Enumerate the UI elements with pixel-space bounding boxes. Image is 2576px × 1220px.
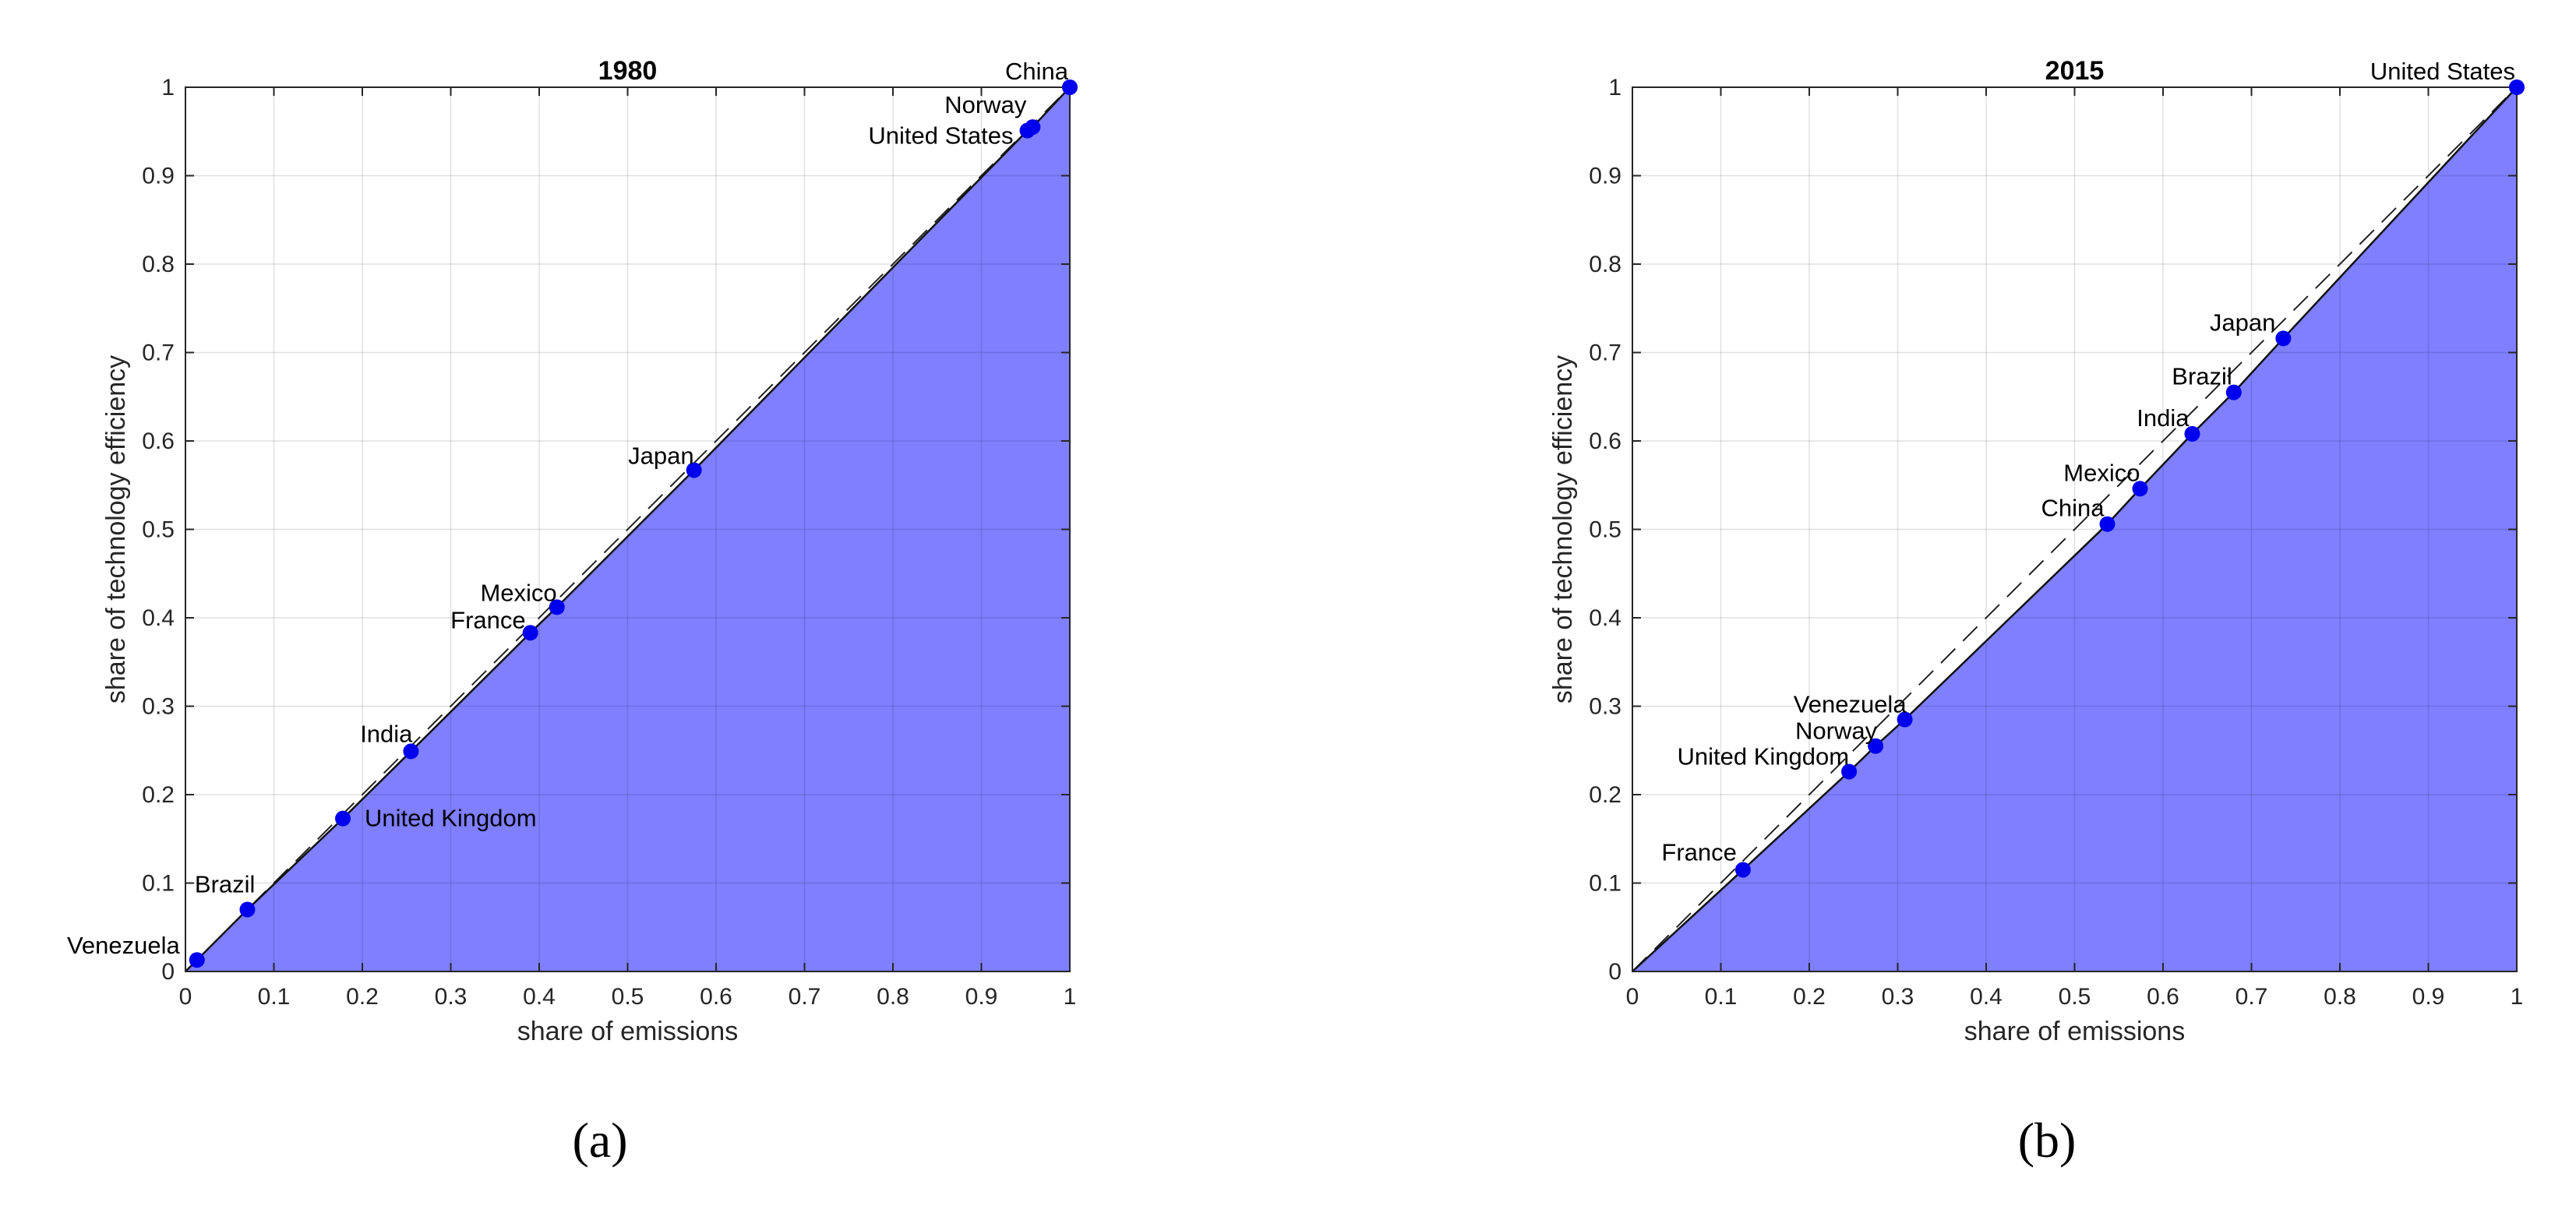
x-tick-label: 0.4 — [523, 984, 556, 1010]
data-point-label: Mexico — [480, 579, 556, 606]
y-tick-label: 0.2 — [142, 782, 175, 808]
data-point-label: Japan — [2210, 309, 2275, 336]
chart-panel-2015: 0 0.1 0.2 0.3 0.4 0.5 0.6 0.7 0.8 0.9 1 0 0.1 0.2 0.3 0… — [1548, 56, 2525, 1168]
y-tick-label: 0.8 — [1589, 252, 1621, 277]
data-point-label: United States — [868, 122, 1013, 150]
data-point-label: Norway — [944, 91, 1027, 118]
x-tick-label: 1 — [2511, 984, 2524, 1010]
y-axis-label: share of technology efficiency — [1548, 355, 1578, 703]
chart-panel-1980: 0 0.1 0.2 0.3 0.4 0.5 0.6 0.7 0.8 0.9 1 0 0.1 0.2 0.3 0… — [67, 56, 1078, 1168]
y-axis-label: share of technology efficiency — [101, 355, 131, 703]
chart-title: 1980 — [598, 56, 658, 86]
x-tick-label: 0.3 — [435, 984, 468, 1010]
x-tick-label: 0.6 — [2147, 984, 2179, 1010]
data-point — [1841, 763, 1858, 780]
area-fill — [185, 87, 1070, 971]
x-tick-label: 0.1 — [1705, 984, 1738, 1010]
x-tick-label: 0.5 — [612, 984, 644, 1010]
data-point — [1868, 738, 1884, 754]
y-tick-label: 0.3 — [142, 694, 175, 720]
data-point — [2184, 425, 2200, 442]
x-tick-label: 0.8 — [877, 984, 909, 1010]
x-tick-label: 0.7 — [2235, 984, 2268, 1010]
x-tick-label: 0.9 — [2412, 984, 2445, 1010]
x-tick-label: 0 — [1626, 984, 1639, 1010]
y-tick-label: 0.2 — [1589, 782, 1621, 808]
y-tick-label: 0.9 — [142, 164, 175, 189]
y-tick-label: 0.1 — [142, 871, 175, 897]
y-tick-label: 0.6 — [1589, 428, 1621, 454]
x-tick-label: 1 — [1064, 984, 1077, 1010]
x-tick-label: 0.1 — [258, 984, 291, 1010]
data-point — [403, 743, 419, 760]
data-point-label: Japan — [628, 442, 693, 469]
data-point-label: France — [1661, 838, 1736, 866]
panel-label: (b) — [2018, 1112, 2077, 1168]
data-point — [239, 901, 256, 918]
data-point — [549, 599, 565, 615]
data-point — [2509, 79, 2525, 95]
data-point — [1897, 711, 1913, 728]
data-point — [1734, 862, 1751, 878]
data-point — [686, 462, 702, 478]
y-tick-label: 0.7 — [142, 340, 175, 366]
data-point — [189, 952, 205, 968]
y-tick-label: 0.8 — [142, 252, 175, 277]
y-tick-label: 0 — [161, 959, 175, 985]
x-tick-label: 0.5 — [2059, 984, 2091, 1010]
x-tick-label: 0.8 — [2324, 984, 2356, 1010]
data-point-label: Mexico — [2063, 459, 2140, 486]
data-point-label: China — [1005, 58, 1069, 85]
y-tick-label: 0 — [1608, 959, 1621, 985]
chart-title: 2015 — [2045, 56, 2105, 86]
data-point — [1025, 119, 1041, 136]
data-point-label: China — [2041, 495, 2105, 522]
data-point — [2225, 384, 2242, 400]
y-tick-label: 0.5 — [1589, 517, 1621, 543]
reference-line — [185, 86, 1071, 972]
data-point-label: United States — [2370, 58, 2515, 85]
y-tick-label: 0.7 — [1589, 340, 1621, 366]
data-point-label: Brazil — [2172, 363, 2232, 390]
y-tick-label: 0.1 — [1589, 871, 1621, 897]
x-axis-label: share of emissions — [517, 1017, 738, 1046]
area-fill — [1632, 87, 2517, 971]
x-tick-label: 0 — [179, 984, 192, 1010]
data-point — [2132, 481, 2148, 497]
x-tick-label: 0.3 — [1882, 984, 1914, 1010]
data-point — [2275, 330, 2292, 347]
data-point — [1062, 79, 1078, 95]
data-point-label: France — [450, 606, 525, 633]
data-point — [2099, 516, 2115, 532]
y-tick-label: 0.4 — [1589, 605, 1621, 631]
x-tick-label: 0.2 — [346, 984, 379, 1010]
data-point-label: India — [360, 720, 413, 747]
data-point-label: Venezuela — [1794, 691, 1907, 718]
y-tick-label: 0.9 — [1589, 164, 1621, 189]
x-tick-label: 0.9 — [965, 984, 998, 1010]
y-tick-label: 1 — [161, 75, 175, 100]
y-tick-label: 0.3 — [1589, 694, 1621, 720]
data-point-label: Norway — [1795, 718, 1878, 745]
data-point-label: United Kingdom — [365, 805, 537, 832]
grid — [1632, 86, 2518, 972]
data-point-label: India — [2137, 404, 2190, 432]
data-point — [522, 625, 538, 641]
reference-line — [1632, 86, 2518, 972]
y-tick-label: 0.5 — [142, 517, 175, 543]
panel-label: (a) — [572, 1112, 627, 1168]
x-tick-label: 0.7 — [789, 984, 821, 1010]
data-point-label: United Kingdom — [1677, 742, 1849, 770]
data-point-label: Brazil — [195, 871, 256, 898]
data-point-label: Venezuela — [67, 932, 181, 959]
x-axis-label: share of emissions — [1964, 1017, 2185, 1046]
y-tick-label: 0.4 — [142, 605, 175, 631]
data-point — [335, 810, 351, 827]
x-tick-label: 0.2 — [1793, 984, 1826, 1010]
x-tick-label: 0.4 — [1970, 984, 2003, 1010]
y-tick-label: 1 — [1608, 75, 1621, 100]
x-tick-label: 0.6 — [700, 984, 732, 1010]
y-tick-label: 0.6 — [142, 428, 175, 454]
